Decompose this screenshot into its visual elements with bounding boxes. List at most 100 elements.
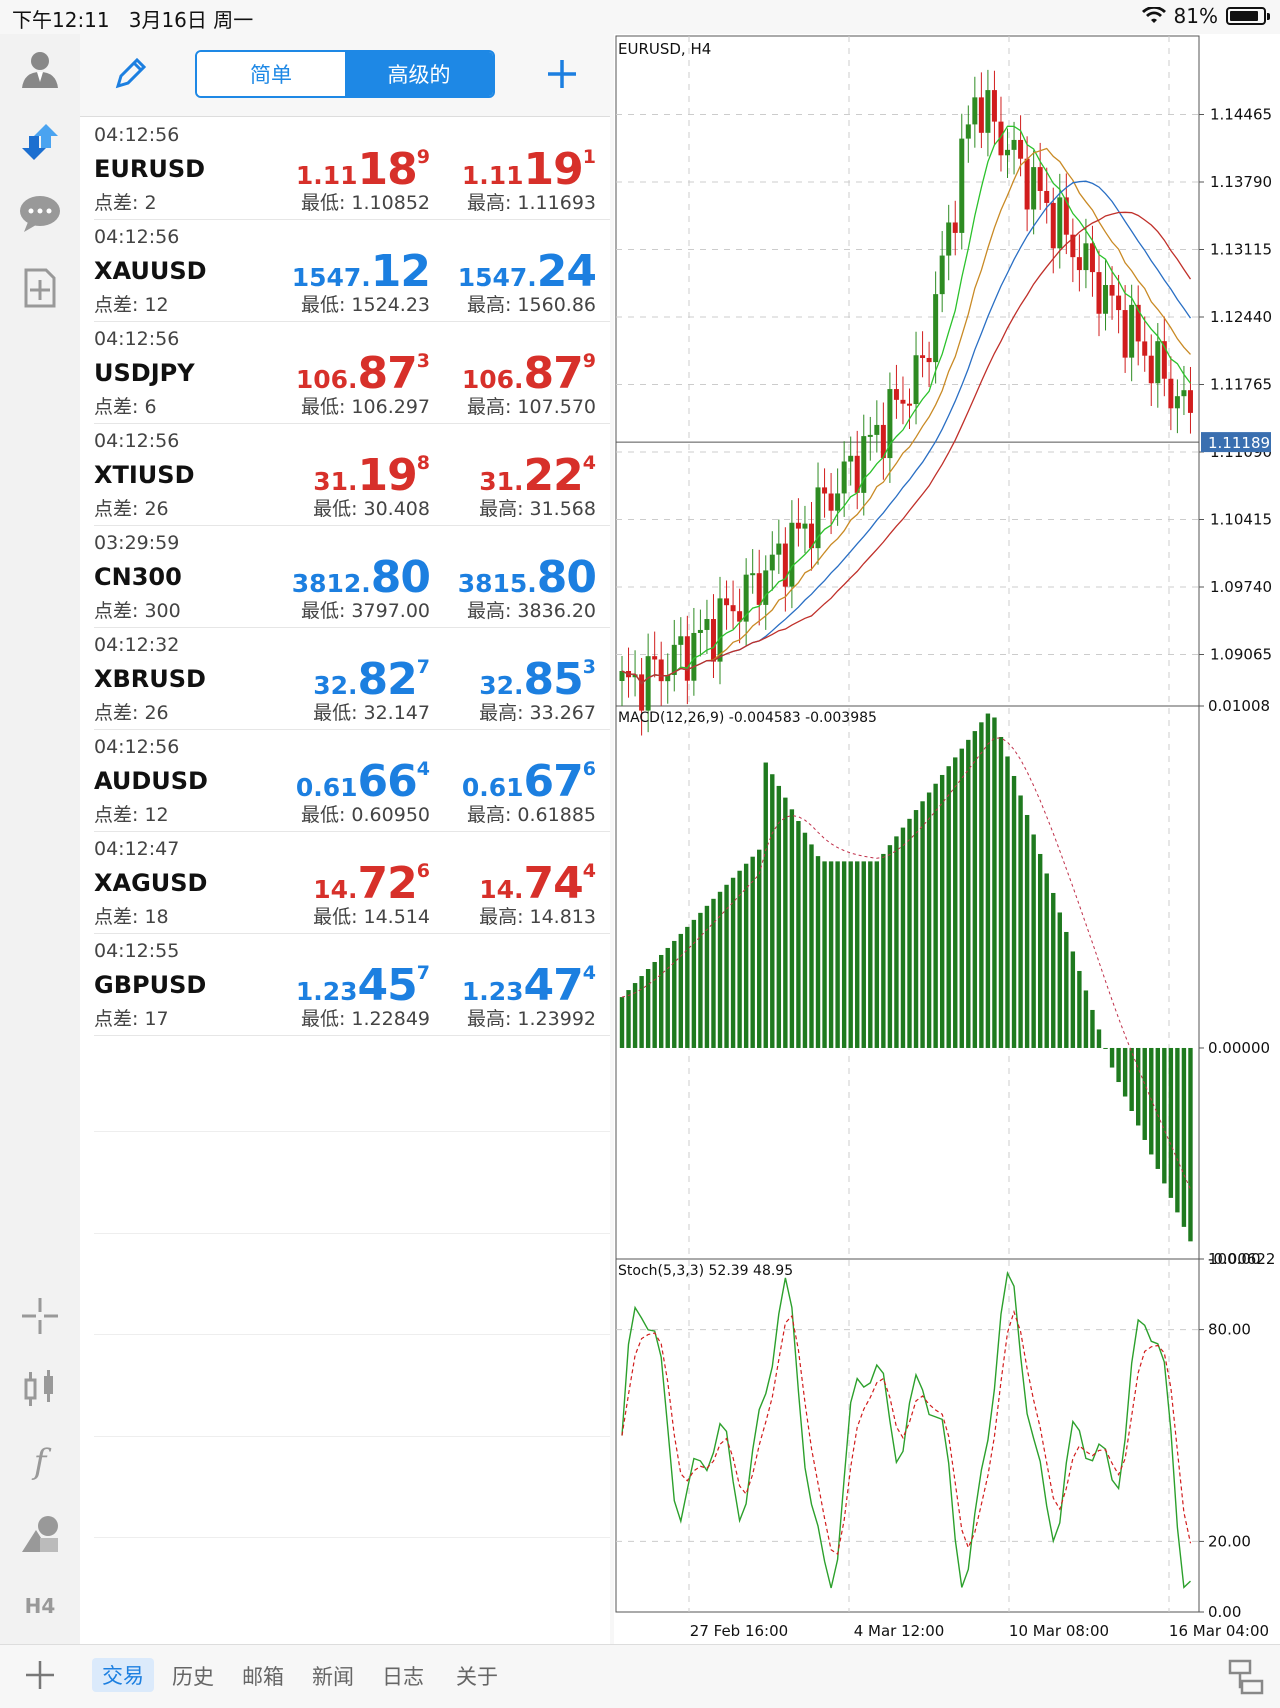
ask-price[interactable]: 31.224 xyxy=(479,450,596,501)
candle-body xyxy=(795,522,801,529)
candle-body xyxy=(639,674,645,711)
objects-icon[interactable] xyxy=(18,1512,62,1556)
macd-bar xyxy=(1129,1047,1134,1112)
macd-bar xyxy=(998,736,1004,1048)
ask-price[interactable]: 3815.80 xyxy=(457,552,597,603)
quote-symbol: XAGUSD xyxy=(94,869,208,897)
ask-price[interactable]: 1.23474 xyxy=(461,960,596,1011)
quote-symbol: CN300 xyxy=(94,563,182,591)
add-tab-icon[interactable] xyxy=(22,1657,58,1693)
ask-price[interactable]: 14.744 xyxy=(479,858,596,909)
ask-price[interactable]: 106.879 xyxy=(461,348,596,399)
candle-body xyxy=(769,554,775,571)
candle-body xyxy=(946,222,952,256)
macd-bar xyxy=(776,785,782,1048)
crosshair-icon[interactable] xyxy=(18,1294,62,1338)
candle-body xyxy=(1122,310,1128,358)
tab-about[interactable]: 关于 xyxy=(456,1665,498,1689)
candle-body xyxy=(1005,149,1011,156)
tab-history[interactable]: 历史 xyxy=(172,1665,214,1689)
candle-body xyxy=(1174,396,1180,409)
tab-trade[interactable]: 交易 xyxy=(92,1658,154,1692)
quote-high: 最高: 33.267 xyxy=(479,702,596,724)
trade-arrows-icon[interactable] xyxy=(18,120,62,164)
macd-bar xyxy=(1064,931,1069,1048)
macd-bar xyxy=(743,863,749,1048)
candle-body xyxy=(1129,304,1135,358)
quote-time: 03:29:59 xyxy=(94,532,180,554)
quote-row[interactable]: 03:29:59 CN300 点差: 300 3812.80 3815.80 最低: 37… xyxy=(94,526,610,628)
price-chart[interactable]: 1.144651.137901.131151.124401.117651.110… xyxy=(614,34,1280,1644)
macd-bar xyxy=(946,766,951,1048)
layout-icon[interactable] xyxy=(1226,1657,1266,1697)
quote-row[interactable]: 04:12:56 XAUUSD 点差: 12 1547.12 1547.24 最低: 15… xyxy=(94,220,610,322)
candle-body xyxy=(854,455,860,493)
quote-spread: 点差: 12 xyxy=(94,804,169,826)
ask-price[interactable]: 0.61676 xyxy=(461,756,596,807)
quote-time: 04:12:47 xyxy=(94,838,180,860)
timeframe-button[interactable]: H4 xyxy=(24,1594,56,1618)
indicators-icon[interactable]: f xyxy=(33,1442,47,1482)
candle-body xyxy=(730,605,736,612)
macd-bar xyxy=(933,783,938,1048)
candle-body xyxy=(756,573,762,605)
macd-bar xyxy=(659,954,664,1048)
macd-bar xyxy=(730,877,736,1048)
chat-icon[interactable] xyxy=(18,192,62,236)
quote-row[interactable]: 04:12:55 GBPUSD 点差: 17 1.23457 1.23474 最低: 1.… xyxy=(94,934,610,1036)
macd-bar xyxy=(1057,912,1062,1048)
tab-mailbox[interactable]: 邮箱 xyxy=(242,1665,284,1689)
macd-bar xyxy=(672,940,677,1048)
macd-bar xyxy=(1175,1047,1180,1213)
advanced-view-button[interactable]: 高级的 xyxy=(345,52,493,96)
status-time: 下午12:11 3月16日 周一 xyxy=(12,8,254,32)
macd-bar xyxy=(1024,814,1030,1048)
bid-price[interactable]: 32.827 xyxy=(313,654,430,705)
price-axis-label: 1.12440 xyxy=(1210,308,1272,326)
edit-pencil-icon[interactable] xyxy=(110,54,150,94)
chart-canvas[interactable]: 1.144651.137901.131151.124401.117651.110… xyxy=(614,34,1280,1644)
macd-bar xyxy=(757,849,762,1048)
macd-bar xyxy=(841,861,847,1048)
macd-bar xyxy=(1135,1047,1141,1126)
candle-body xyxy=(1168,378,1174,409)
macd-bar xyxy=(887,845,893,1048)
ask-price[interactable]: 1547.24 xyxy=(457,246,597,297)
quote-row[interactable]: 04:12:56 AUDUSD 点差: 12 0.61664 0.61676 最低: 0.… xyxy=(94,730,610,832)
bid-price[interactable]: 1.11189 xyxy=(295,144,430,195)
bid-price[interactable]: 0.61664 xyxy=(295,756,430,807)
bid-price[interactable]: 106.873 xyxy=(295,348,430,399)
quote-high: 最高: 107.570 xyxy=(466,396,596,418)
tab-news[interactable]: 新闻 xyxy=(312,1665,354,1689)
quote-row[interactable]: 04:12:32 XBRUSD 点差: 26 32.827 32.853 最低: 32.1… xyxy=(94,628,610,730)
new-order-icon[interactable] xyxy=(18,266,62,310)
ask-price[interactable]: 32.853 xyxy=(479,654,596,705)
account-icon[interactable] xyxy=(18,46,62,90)
quote-row[interactable]: 04:12:56 XTIUSD 点差: 26 31.198 31.224 最低: 30.4… xyxy=(94,424,610,526)
quote-row[interactable]: 04:12:47 XAGUSD 点差: 18 14.726 14.744 最低: 14.5… xyxy=(94,832,610,934)
simple-view-button[interactable]: 简单 xyxy=(197,52,345,96)
bid-price[interactable]: 1.23457 xyxy=(295,960,430,1011)
time-axis-label: 27 Feb 16:00 xyxy=(690,1622,788,1640)
macd-bar xyxy=(920,801,925,1048)
macd-bar xyxy=(1103,1047,1108,1049)
tab-journal[interactable]: 日志 xyxy=(382,1665,424,1689)
bid-price[interactable]: 14.726 xyxy=(313,858,430,909)
quote-symbol: XBRUSD xyxy=(94,665,206,693)
stoch-k-line xyxy=(621,1270,1191,1589)
candle-body xyxy=(1076,257,1082,271)
bid-price[interactable]: 1547.12 xyxy=(291,246,431,297)
bid-price[interactable]: 31.198 xyxy=(313,450,430,501)
candle-body xyxy=(645,656,651,711)
quote-row[interactable]: 04:12:56 USDJPY 点差: 6 106.873 106.879 最低: 106… xyxy=(94,322,610,424)
bid-price[interactable]: 3812.80 xyxy=(291,552,431,603)
chart-type-icon[interactable] xyxy=(18,1366,62,1410)
macd-bar xyxy=(626,990,631,1048)
macd-bar xyxy=(717,891,723,1048)
add-symbol-icon[interactable] xyxy=(540,52,584,96)
candle-body xyxy=(652,656,658,660)
quote-row[interactable]: 04:12:56 EURUSD 点差: 2 1.11189 1.11191 最低: 1.1… xyxy=(94,118,610,220)
macd-bar xyxy=(822,861,827,1048)
ask-price[interactable]: 1.11191 xyxy=(461,144,596,195)
macd-bar xyxy=(1011,775,1017,1048)
